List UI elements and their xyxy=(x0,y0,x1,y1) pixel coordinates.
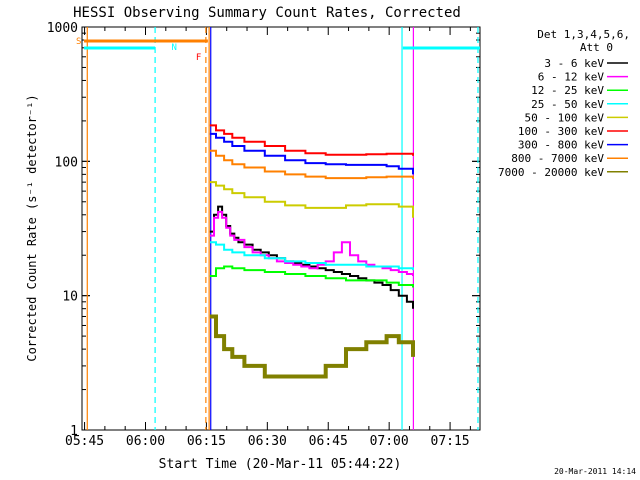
y-tick-label: 10 xyxy=(62,290,78,305)
legend-label: 7000 - 20000 keV xyxy=(498,166,604,179)
x-tick-label: 06:30 xyxy=(248,434,287,449)
legend-label: 300 - 800 keV xyxy=(518,139,604,152)
x-axis-label: Start Time (20-Mar-11 05:44:22) xyxy=(159,457,402,472)
series-layer xyxy=(209,124,415,379)
footer-timestamp: 20-Mar-2011 14:14 xyxy=(554,467,636,476)
legend-title-line-1: Det 1,3,4,5,6, xyxy=(537,28,630,41)
x-tick-labels: 05:45 06:00 06:15 06:30 06:45 07:00 07:15 xyxy=(65,434,470,449)
legend-label: 6 - 12 keV xyxy=(538,71,605,84)
series-line-100-300-kev xyxy=(209,124,414,156)
x-tick-label: 06:15 xyxy=(187,434,226,449)
series-line-3-6-kev xyxy=(209,205,414,309)
flag-layer: S N F xyxy=(76,37,480,63)
series-line-7000-20000-kev xyxy=(209,314,415,379)
series-line-50-100-kev xyxy=(209,181,414,218)
x-tick-label: 06:45 xyxy=(309,434,348,449)
flag-label-s: S xyxy=(76,37,81,47)
legend-label: 100 - 300 keV xyxy=(518,125,604,138)
series-line-300-800-kev xyxy=(209,132,414,175)
y-tick-label: 1000 xyxy=(47,21,78,36)
legend-label: 50 - 100 keV xyxy=(525,111,605,124)
legend-label: 12 - 25 keV xyxy=(531,84,604,97)
legend-label: 3 - 6 keV xyxy=(544,57,604,70)
legend-label: 25 - 50 keV xyxy=(531,98,604,111)
y-tick-label: 1 xyxy=(70,424,78,439)
plot-frame xyxy=(81,26,481,431)
series-line-25-50-kev xyxy=(209,241,414,271)
x-tick-label: 06:00 xyxy=(126,434,165,449)
y-tick-label: 100 xyxy=(55,155,78,170)
series-line-800-7000-kev xyxy=(209,149,414,180)
flag-label-f: F xyxy=(196,53,201,63)
x-tick-label: 07:15 xyxy=(431,434,470,449)
legend-label: 800 - 7000 keV xyxy=(511,152,604,165)
series-line-12-25-kev xyxy=(209,265,414,288)
grid-layer xyxy=(82,26,480,431)
y-axis-label: Corrected Count Rate (s⁻¹ detector⁻¹) xyxy=(25,94,39,361)
x-tick-label: 05:45 xyxy=(65,434,104,449)
legend-title-line-2: Att 0 xyxy=(580,41,613,54)
flag-label-n: N xyxy=(171,43,176,53)
x-tick-label: 07:00 xyxy=(370,434,409,449)
vertical-marker-layer xyxy=(86,27,479,430)
y-tick-labels: 1 10 100 1000 xyxy=(47,21,78,439)
chart-title: HESSI Observing Summary Count Rates, Cor… xyxy=(73,5,461,21)
